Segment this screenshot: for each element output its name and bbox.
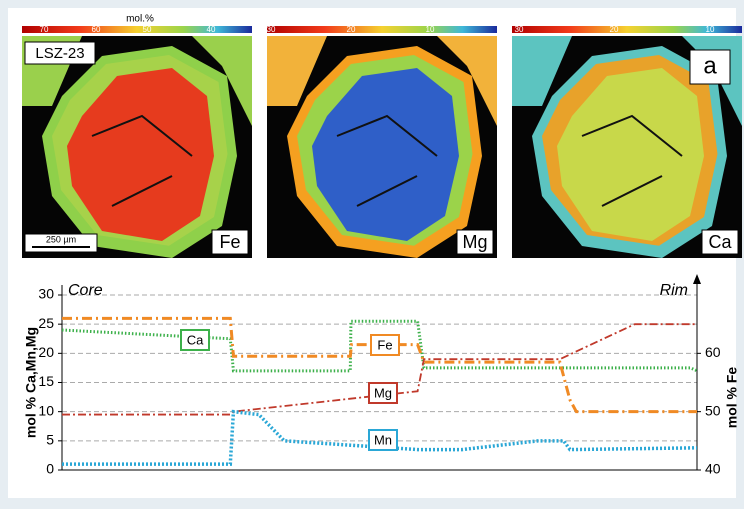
scale-bar-label: 250 µm [46,234,76,244]
series-label: Mn [374,432,392,447]
element-label: Ca [708,232,732,252]
y-tick-label: 5 [46,432,54,448]
colorbar-title: mol.% [126,14,154,25]
colorbar-tick-label: 50 [143,25,152,34]
series-label: Fe [377,337,392,352]
y-tick-label: 20 [38,344,54,360]
colorbar-tick-label: 10 [426,25,435,34]
colorbar-tick-label: 30 [515,25,524,34]
colorbar-tick-label: 10 [706,25,715,34]
colorbar-tick-label: 30 [267,25,276,34]
y-tick-label: 10 [38,402,54,418]
y2-tick-label: 60 [705,344,721,360]
y2-axis-label: mol % Fe [724,367,740,429]
y-tick-label: 0 [46,461,54,477]
element-label: Fe [219,232,240,252]
y-tick-label: 25 [38,315,54,331]
y2-tick-label: 40 [705,461,721,477]
colorbar-tick-label: 70 [40,25,49,34]
page: mol.% 70605040Fe302010Mg302010CaLSZ-23a2… [0,0,744,509]
colorbar [22,26,252,33]
figure: mol.% 70605040Fe302010Mg302010CaLSZ-23a2… [0,0,744,504]
annotation: Core [68,282,103,299]
colorbar-tick-label: 20 [610,25,619,34]
colorbar [267,26,497,33]
annotation: Rim [660,282,688,299]
y2-tick-label: 50 [705,402,721,418]
map-image: Fe [22,36,252,258]
series-label: Mg [374,385,392,400]
map-image: Mg [267,36,497,258]
y-axis-label: mol % Ca,Mn,Mg [23,327,39,438]
colorbar-tick-label: 60 [92,25,101,34]
element-label: Mg [462,232,487,252]
y-tick-label: 15 [38,373,54,389]
panel-letter: a [703,52,717,79]
y-tick-label: 30 [38,286,54,302]
series-label: Ca [187,332,204,347]
colorbar-tick-label: 40 [207,25,216,34]
colorbar-tick-label: 20 [347,25,356,34]
sample-label: LSZ-23 [35,45,84,62]
